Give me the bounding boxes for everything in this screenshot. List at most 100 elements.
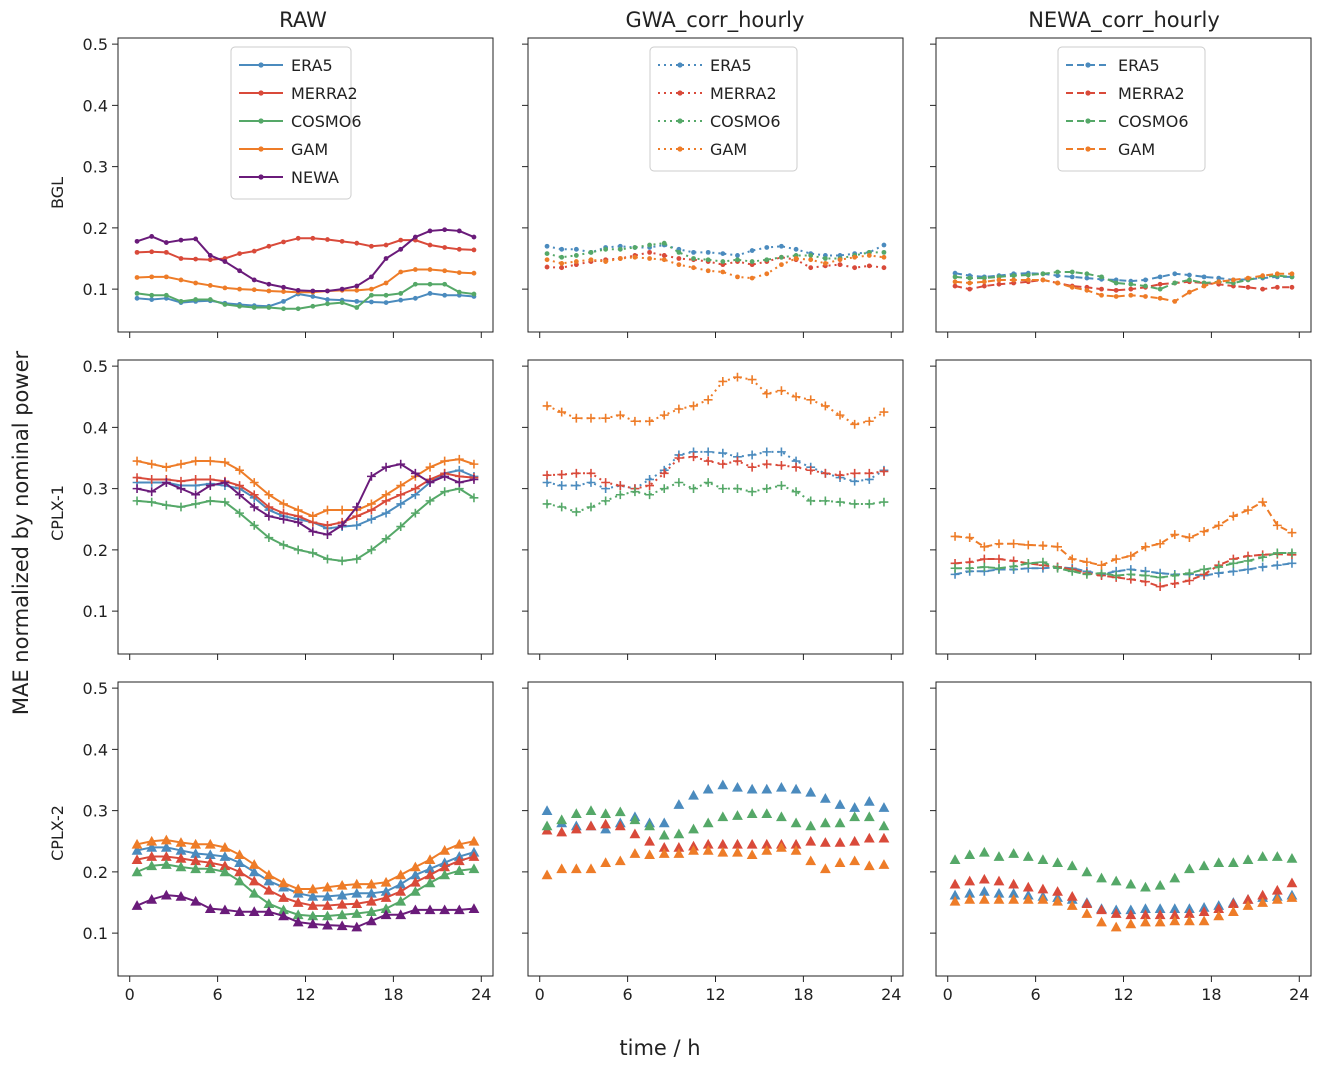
data-point-newa-16 [366, 915, 377, 926]
data-point-gam-6 [630, 416, 640, 426]
data-point-cosmo6-11 [295, 306, 301, 312]
data-point-newa-13 [325, 288, 330, 294]
data-point-gam-11 [703, 395, 713, 405]
data-point-gam-15 [1172, 298, 1178, 304]
data-point-newa-23 [468, 903, 480, 913]
data-point-gam-18 [396, 481, 406, 490]
data-point-merra2-16 [777, 460, 786, 470]
data-point-gam-2 [981, 279, 987, 285]
data-point-cosmo6-2 [571, 507, 581, 517]
data-point-gam-23 [468, 835, 480, 846]
series-line-newa [136, 463, 475, 536]
data-point-gam-19 [820, 401, 830, 411]
data-point-merra2-20 [427, 242, 433, 248]
data-point-merra2-23 [471, 247, 477, 253]
data-point-gam-11 [293, 505, 303, 515]
data-point-newa-8 [251, 277, 257, 283]
data-point-era5-10 [688, 789, 699, 800]
legend-label-cosmo6: COSMO6 [291, 112, 362, 131]
data-point-gam-21 [442, 268, 448, 274]
data-point-merra2-19 [410, 484, 420, 494]
data-point-era5-20 [1243, 565, 1253, 574]
data-point-newa-8 [248, 906, 260, 917]
data-point-era5-12 [307, 890, 319, 901]
data-point-merra2-2 [979, 554, 989, 564]
data-point-gam-10 [281, 289, 286, 294]
data-point-cosmo6-17 [381, 534, 391, 544]
data-point-gam-17 [381, 490, 391, 500]
data-point-merra2-3 [176, 476, 186, 486]
data-point-newa-20 [427, 228, 433, 234]
data-point-era5-3 [586, 478, 596, 487]
data-point-gam-12 [718, 377, 728, 386]
data-point-newa-14 [337, 520, 347, 530]
data-point-gam-13 [1140, 916, 1151, 927]
data-point-newa-1 [147, 487, 157, 497]
data-point-merra2-11 [703, 456, 713, 466]
data-point-era5-12 [310, 294, 316, 299]
data-point-merra2-3 [994, 554, 1004, 564]
data-point-gam-6 [219, 841, 231, 852]
data-point-gam-6 [220, 457, 230, 467]
panel-1-3: ERA5 MERRA2 COSMO6 GAM [930, 37, 1312, 338]
legend-marker-merra2 [258, 90, 264, 96]
data-point-merra2-7 [237, 251, 242, 256]
data-point-era5-12 [718, 448, 728, 458]
data-point-cosmo6-8 [1069, 269, 1075, 275]
data-point-cosmo6-0 [132, 496, 142, 506]
series-line-era5 [136, 292, 475, 308]
data-point-newa-9 [263, 906, 275, 917]
y-tick-label-1: 0.2 [83, 219, 108, 238]
data-point-cosmo6-6 [630, 487, 640, 497]
data-point-gam-23 [469, 459, 479, 469]
data-point-gam-16 [369, 286, 374, 292]
data-point-cosmo6-3 [586, 502, 596, 512]
data-point-cosmo6-1 [149, 292, 155, 298]
data-point-cosmo6-19 [820, 496, 830, 506]
x-tick-label-6: 6 [623, 985, 633, 1004]
data-point-merra2-8 [251, 248, 257, 254]
data-point-cosmo6-15 [351, 908, 363, 918]
series-merra2-3-2 [541, 818, 890, 852]
data-point-gam-18 [1216, 279, 1222, 285]
data-point-gam-20 [1242, 900, 1254, 910]
data-point-cosmo6-14 [339, 300, 345, 305]
data-point-era5-0 [544, 243, 550, 249]
series-merra2-2-2 [542, 452, 889, 494]
data-point-cosmo6-14 [1154, 879, 1166, 890]
y-tick-label-3: 0.4 [83, 418, 108, 437]
data-point-newa-21 [439, 904, 451, 915]
data-point-era5-14 [1157, 274, 1163, 280]
data-point-era5-16 [777, 447, 786, 457]
data-point-cosmo6-0 [952, 274, 958, 280]
data-point-cosmo6-14 [1157, 286, 1163, 292]
data-point-gam-16 [776, 841, 787, 852]
data-point-gam-5 [1023, 540, 1033, 550]
data-point-era5-0 [541, 805, 553, 815]
data-point-era5-2 [573, 246, 579, 252]
data-point-gam-1 [967, 280, 973, 286]
data-point-cosmo6-20 [1243, 556, 1253, 566]
data-point-newa-2 [161, 478, 171, 487]
data-point-cosmo6-22 [863, 811, 875, 822]
data-point-merra2-21 [849, 835, 861, 846]
data-point-gam-14 [749, 275, 755, 281]
data-point-cosmo6-11 [292, 909, 304, 920]
data-point-gam-2 [571, 413, 581, 423]
data-point-gam-16 [779, 262, 784, 268]
data-point-merra2-13 [732, 838, 743, 849]
data-point-gam-7 [645, 416, 654, 426]
data-point-gam-9 [1084, 287, 1090, 293]
data-point-cosmo6-13 [732, 810, 743, 820]
data-point-merra2-3 [996, 281, 1002, 287]
legend-marker-gam [677, 146, 683, 152]
data-point-era5-17 [381, 508, 391, 518]
data-point-cosmo6-11 [703, 478, 713, 487]
data-point-cosmo6-10 [691, 256, 696, 261]
data-point-era5-11 [702, 783, 714, 794]
data-point-merra2-4 [191, 475, 201, 484]
data-point-cosmo6-23 [469, 493, 479, 503]
data-point-gam-15 [764, 271, 770, 277]
data-point-cosmo6-21 [850, 499, 860, 509]
data-point-merra2-23 [881, 265, 887, 271]
